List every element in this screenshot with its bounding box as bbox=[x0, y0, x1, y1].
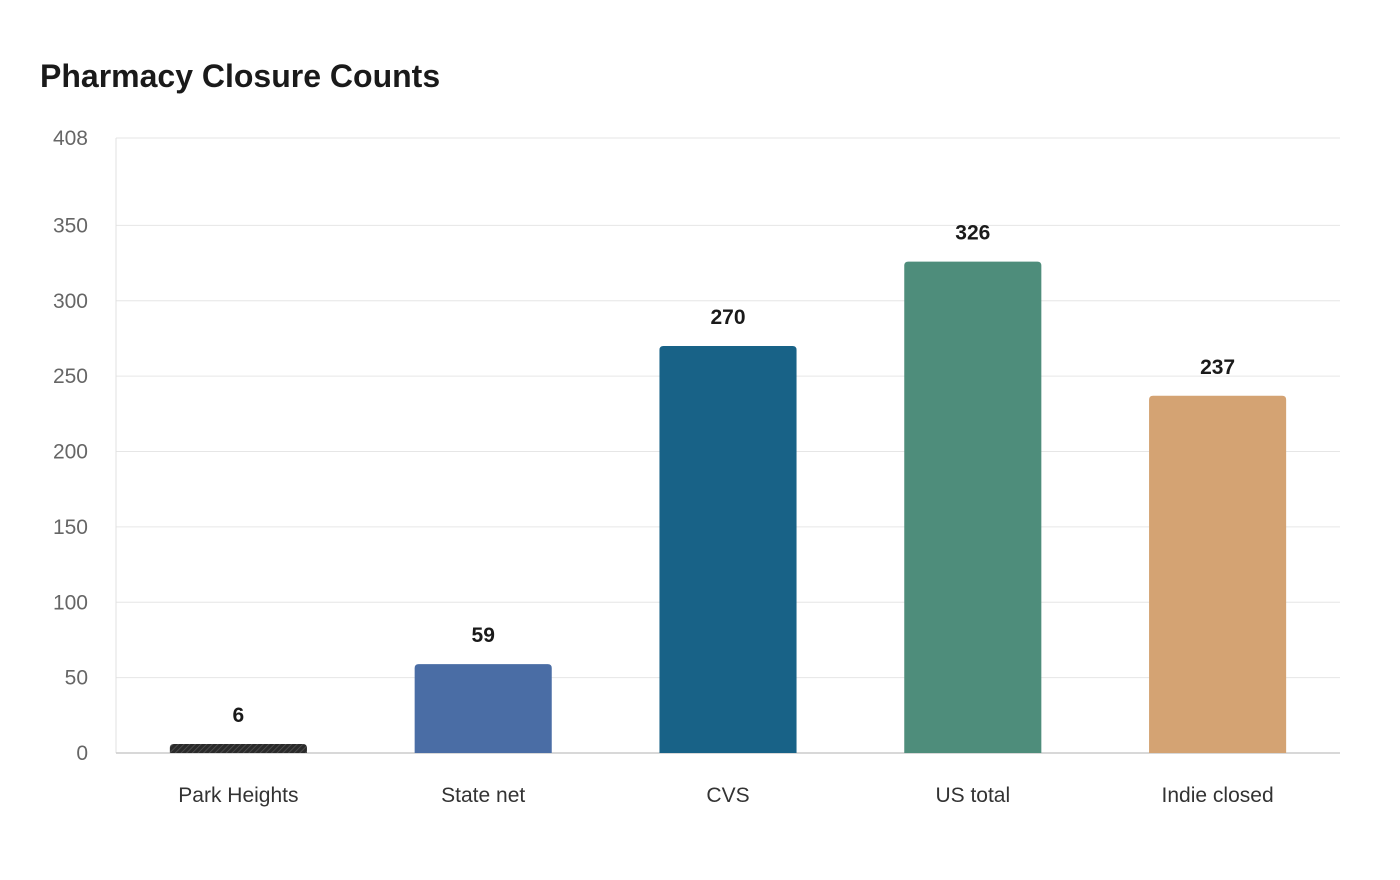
y-tick-label: 100 bbox=[53, 591, 88, 614]
data-label: 326 bbox=[955, 222, 990, 245]
data-label: 237 bbox=[1200, 356, 1235, 379]
y-tick-label: 200 bbox=[53, 441, 88, 464]
x-tick-label: CVS bbox=[706, 784, 749, 807]
y-tick-label: 150 bbox=[53, 516, 88, 539]
y-tick-label: 350 bbox=[53, 214, 88, 237]
y-tick-label: 300 bbox=[53, 290, 88, 313]
y-tick-label: 0 bbox=[76, 742, 88, 765]
data-label: 59 bbox=[472, 624, 495, 647]
x-tick-label: Park Heights bbox=[178, 784, 298, 807]
bar-state-net bbox=[414, 664, 552, 753]
bar-cvs bbox=[659, 346, 797, 753]
labels: 0 50 100 150 200 250 300 350 408 6 Park Heights 59 S… bbox=[53, 127, 1274, 807]
data-label: 270 bbox=[710, 306, 745, 329]
bars bbox=[169, 261, 1287, 753]
data-label: 6 bbox=[233, 704, 245, 727]
y-tick-label: 408 bbox=[53, 127, 88, 150]
x-tick-label: Indie closed bbox=[1162, 784, 1274, 807]
y-tick-label: 250 bbox=[53, 365, 88, 388]
bar-us-total bbox=[904, 261, 1042, 753]
bar-park-heights bbox=[169, 743, 307, 753]
chart-title: Pharmacy Closure Counts bbox=[40, 58, 441, 94]
bar-indie-closed bbox=[1149, 395, 1287, 753]
x-tick-label: US total bbox=[935, 784, 1010, 807]
y-tick-label: 50 bbox=[65, 667, 88, 690]
x-tick-label: State net bbox=[441, 784, 525, 807]
